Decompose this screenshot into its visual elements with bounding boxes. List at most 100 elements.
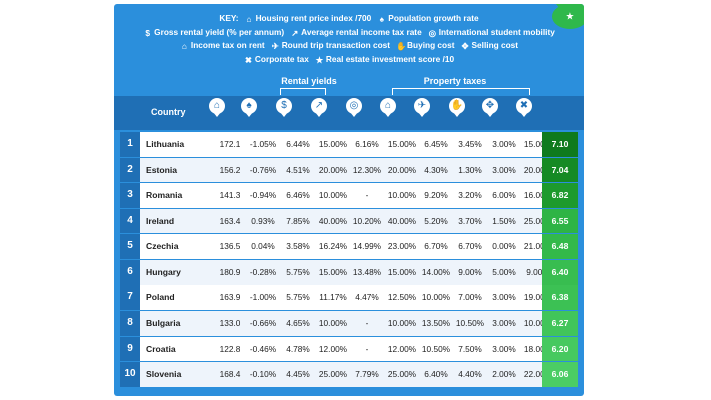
table-cell: 141.3 <box>219 190 241 201</box>
rank-number: 6 <box>120 259 140 285</box>
key-line: KEY: ⌂ Housing rent price index /700 ♠ Popul… <box>114 12 584 26</box>
table-row: 5 Czechia 136.5 0.04% 3.58% 16.24% 14.99% 23.00… <box>120 234 578 259</box>
key-item-label: Round trip transaction cost <box>281 40 391 51</box>
column-header-country: Country <box>151 107 186 117</box>
table-cell: 3.45% <box>458 139 482 149</box>
table-cell: 7.79% <box>355 369 379 380</box>
chart-icon: ↗ <box>311 98 327 114</box>
country-name: Estonia <box>146 164 178 175</box>
globe-icon: ◎ <box>346 98 362 114</box>
key-item: ◎ International student mobility <box>428 26 555 40</box>
row-body: Slovenia 168.4 -0.10% 4.45% 25.00% 7.79% 25.00… <box>140 362 552 387</box>
table-cell: 3.58% <box>286 241 310 252</box>
key-item-label: Real estate investment score /10 <box>325 53 455 64</box>
marker-pin <box>556 4 584 34</box>
country-name: Romania <box>146 190 183 201</box>
table-row: 1 Lithuania 172.1 -1.05% 6.44% 15.00% 6.16% 15.… <box>120 132 578 157</box>
table-cell: 3.70% <box>458 215 482 226</box>
rank-number: 8 <box>120 311 140 336</box>
table-cell: - <box>365 190 369 201</box>
table-cell: 10.00% <box>387 190 417 201</box>
table-cell: 136.5 <box>219 241 241 252</box>
table-cell: 7.00% <box>458 292 482 303</box>
table-cell: 20.00% <box>318 164 348 175</box>
investment-score: 6.82 <box>542 183 578 208</box>
table-cell: 4.65% <box>286 318 310 329</box>
group-label-rental-yields: Rental yields <box>281 76 337 86</box>
investment-score: 6.40 <box>542 259 578 285</box>
key-label: KEY: <box>219 13 239 23</box>
table-cell: 13.50% <box>421 318 451 329</box>
marker-pin <box>280 112 288 117</box>
country-name: Czechia <box>146 241 179 252</box>
table-cell: 180.9 <box>219 266 241 277</box>
table-cell: 12.00% <box>318 343 348 354</box>
table-cell: 22.00% <box>523 369 553 380</box>
key-item: ✋Buying cost <box>396 39 454 53</box>
table-cell: 40.00% <box>387 215 417 226</box>
table-cell: 10.00% <box>421 292 451 303</box>
country-name: Poland <box>146 292 175 303</box>
table-cell: 4.45% <box>286 369 310 380</box>
table-cell: 1.30% <box>458 164 482 175</box>
key-item-label: Gross rental yield (% per annum) <box>154 26 285 37</box>
table-cell: 20.00% <box>387 164 417 175</box>
stroller-icon: ♠ <box>379 14 384 24</box>
row-body: Ireland 163.4 0.93% 7.85% 40.00% 10.20% 40.00%… <box>140 208 552 234</box>
table-row: 8 Bulgaria 133.0 -0.66% 4.65% 10.00% - 10.00% 13… <box>120 311 578 336</box>
chart-icon: ↗ <box>291 27 299 38</box>
plane-icon: ✈ <box>271 41 279 52</box>
table-cell: -0.10% <box>249 369 277 380</box>
rank-number: 1 <box>120 132 140 157</box>
table-cell: 23.00% <box>387 241 417 252</box>
key-item-label: Income tax on rent <box>190 40 265 51</box>
money-bag-icon: $ <box>276 98 292 114</box>
table-cell: -0.76% <box>249 164 277 175</box>
table-cell: 9.20% <box>424 190 448 201</box>
table-cell: 12.00% <box>387 343 417 354</box>
marker-pin <box>315 112 323 117</box>
investment-score: 6.27 <box>542 311 578 336</box>
table-cell: 10.50% <box>421 343 451 354</box>
table-cell: -1.05% <box>249 139 277 149</box>
table-cell: 11.17% <box>319 292 347 303</box>
marker-pin <box>245 112 253 117</box>
table-cell: 168.4 <box>219 369 241 380</box>
table-cell: -1.00% <box>249 292 277 303</box>
key-legend: KEY: ⌂ Housing rent price index /700 ♠ Popul… <box>114 12 584 66</box>
country-name: Slovenia <box>146 369 182 380</box>
table-cell: 14.99% <box>352 241 382 252</box>
table-cell: 3.00% <box>492 343 516 354</box>
key-item-label: Average rental income tax rate <box>301 26 422 37</box>
row-body: Czechia 136.5 0.04% 3.58% 16.24% 14.99% 23.00%… <box>140 234 552 259</box>
table-cell: 163.4 <box>219 215 241 226</box>
key-item: ⌂ Income tax on rent <box>180 39 265 53</box>
table-cell: 6.45% <box>424 139 448 149</box>
investment-score: 6.06 <box>542 362 578 387</box>
key-item-label: Buying cost <box>407 40 455 51</box>
table-cell: 4.40% <box>458 369 482 380</box>
cross-circle-icon: ✖ <box>244 54 252 65</box>
table-cell: -0.94% <box>249 190 277 201</box>
row-body: Hungary 180.9 -0.28% 5.75% 15.00% 13.48% 15.00… <box>140 259 550 285</box>
table-cell: 6.70% <box>458 241 482 252</box>
plane-icon: ✈ <box>414 98 430 114</box>
rank-number: 5 <box>120 234 140 259</box>
investment-score: 7.10 <box>542 132 578 157</box>
table-cell: 15.00% <box>318 139 348 149</box>
table-cell: 3.00% <box>492 139 516 149</box>
marker-pin <box>520 112 528 117</box>
table-cell: 4.47% <box>355 292 379 303</box>
bracket-property <box>392 88 530 95</box>
key-item: $ Gross rental yield (% per annum) <box>143 26 284 40</box>
table-cell: -0.66% <box>249 318 277 329</box>
rank-number: 10 <box>120 362 140 387</box>
table-cell: 5.00% <box>492 266 516 277</box>
hand-icon: ✋ <box>449 98 465 114</box>
country-name: Croatia <box>146 343 176 354</box>
table-cell: 9.00% <box>458 266 482 277</box>
house-icon: ⌂ <box>246 14 252 24</box>
table-cell: -0.46% <box>249 343 277 354</box>
table-cell: -0.28% <box>249 266 277 277</box>
country-name: Bulgaria <box>146 318 181 329</box>
